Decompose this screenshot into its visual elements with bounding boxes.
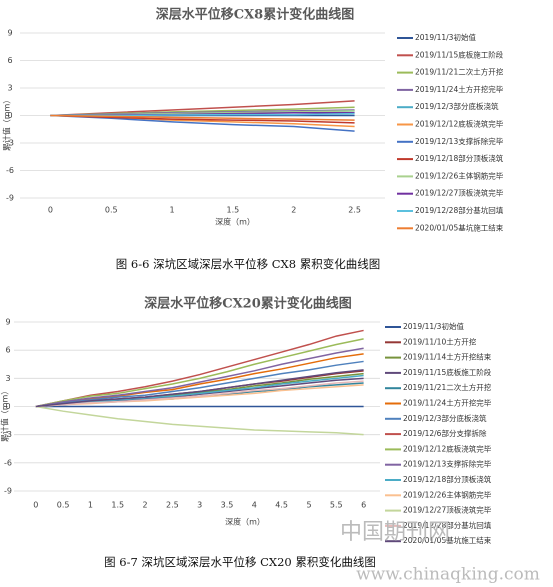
series-line (35, 405, 364, 436)
watermark-text: 中国期刊网 (340, 520, 450, 545)
x-tick-label: 1 (170, 206, 175, 215)
x-tick-label: 6 (361, 501, 366, 510)
y-tick-label: -3 (4, 430, 12, 439)
legend-label: 2019/11/15底板施工阶段 (403, 367, 492, 377)
y-tick-label: -3 (6, 139, 14, 148)
series-line (35, 347, 364, 408)
legend-label: 2019/12/26主体钢筋完毕 (403, 489, 492, 499)
figure-caption: 图 6-7 深坑区域深层水平位移 CX20 累积变化曲线图 (104, 555, 376, 569)
y-axis-label: 累计值（mm） (2, 96, 12, 152)
y-axis-label: 累计值（mm） (0, 387, 10, 443)
y-tick-label: -6 (6, 166, 14, 175)
legend-label: 2019/11/24土方开挖完毕 (415, 84, 504, 94)
series-line (50, 114, 355, 132)
x-tick-label: 2.5 (166, 501, 179, 510)
legend-label: 2019/12/12底板浇筑完毕 (415, 119, 504, 129)
y-tick-label: -9 (4, 487, 12, 496)
x-tick-label: 0.5 (105, 206, 118, 215)
legend-label: 2019/12/18部分顶板浇筑 (403, 474, 492, 484)
watermark-url: www.chinaqking.com (356, 565, 540, 585)
series-line (35, 329, 364, 408)
x-tick-label: 5.5 (330, 501, 343, 510)
x-axis-label: 深度（m） (225, 517, 265, 527)
series-line (50, 112, 355, 117)
legend-label: 2019/11/14土方开挖结束 (403, 352, 492, 362)
x-tick-label: 4.5 (275, 501, 288, 510)
legend-label: 2020/01/05基坑施工结束 (403, 535, 492, 545)
y-tick-label: -9 (6, 194, 14, 203)
legend-label: 2019/11/21二次土方开挖 (415, 67, 504, 77)
series-line (50, 114, 355, 121)
x-tick-label: 1 (88, 501, 93, 510)
x-axis-label: 深度（m） (215, 217, 255, 227)
x-tick-label: 0.5 (57, 501, 70, 510)
x-tick-label: 0 (33, 501, 38, 510)
legend-label: 2019/12/6部分支撑拆除 (403, 428, 487, 438)
legend-label: 2019/11/10土方开挖 (403, 336, 477, 346)
x-tick-label: 1.5 (111, 501, 124, 510)
legend-label: 2019/11/21二次土方开挖 (403, 382, 492, 392)
x-tick-label: 3.5 (221, 501, 234, 510)
y-tick-label: 9 (5, 318, 10, 327)
legend-label: 2019/12/3部分底板浇筑 (415, 101, 499, 111)
y-tick-label: 3 (5, 374, 10, 383)
chart-title: 深层水平位移CX8累计变化曲线图 (156, 7, 354, 23)
x-tick-label: 4 (252, 501, 257, 510)
series-line (35, 374, 364, 408)
series-line (35, 384, 364, 408)
y-tick-label: 6 (7, 56, 12, 65)
legend-label: 2019/11/3初始值 (415, 32, 476, 42)
legend-label: 2019/12/27顶板浇筑完毕 (415, 188, 504, 198)
legend-label: 2019/11/3初始值 (403, 321, 464, 331)
legend-label: 2020/01/05基坑施工结束 (415, 222, 504, 232)
y-tick-label: -6 (4, 458, 12, 467)
figure-caption: 图 6-6 深坑区域深层水平位移 CX8 累积变化曲线图 (116, 257, 380, 271)
legend-label: 2019/12/27顶板浇筑完毕 (403, 505, 492, 515)
x-tick-label: 2 (291, 206, 296, 215)
legend-label: 2019/11/24土方开挖完毕 (403, 398, 492, 408)
y-tick-label: 3 (7, 84, 12, 93)
chart-title: 深层水平位移CX20累计变化曲线图 (144, 296, 352, 312)
series-line (35, 369, 364, 408)
legend-label: 2019/12/12底板浇筑完毕 (403, 443, 492, 453)
legend-label: 2019/11/15底板施工阶段 (415, 49, 504, 59)
series-line (35, 380, 364, 408)
y-tick-label: 0 (5, 402, 10, 411)
legend-label: 2019/12/13支撑拆除完毕 (415, 136, 504, 146)
legend-label: 2019/12/3部分底板浇筑 (403, 413, 487, 423)
y-tick-label: 9 (7, 29, 12, 38)
series-line (35, 338, 364, 408)
legend-label: 2019/12/13支撑拆除完毕 (403, 459, 492, 469)
x-tick-label: 5 (306, 501, 311, 510)
series-line (35, 360, 364, 408)
y-tick-label: 6 (5, 346, 10, 355)
series-line (50, 114, 355, 124)
legend-label: 2019/12/28部分基坑回填 (403, 520, 492, 530)
legend-label: 2019/12/26主体钢筋完毕 (415, 170, 504, 180)
series-line (35, 353, 364, 408)
x-tick-label: 3 (197, 501, 202, 510)
x-tick-label: 2.5 (348, 206, 361, 215)
x-tick-label: 2 (143, 501, 148, 510)
x-tick-label: 0 (48, 206, 53, 215)
legend-label: 2019/12/28部分基坑回填 (415, 205, 504, 215)
series-line (50, 100, 355, 117)
legend-label: 2019/12/18部分顶板浇筑 (415, 153, 504, 163)
x-tick-label: 1.5 (227, 206, 240, 215)
y-tick-label: 0 (7, 111, 12, 120)
